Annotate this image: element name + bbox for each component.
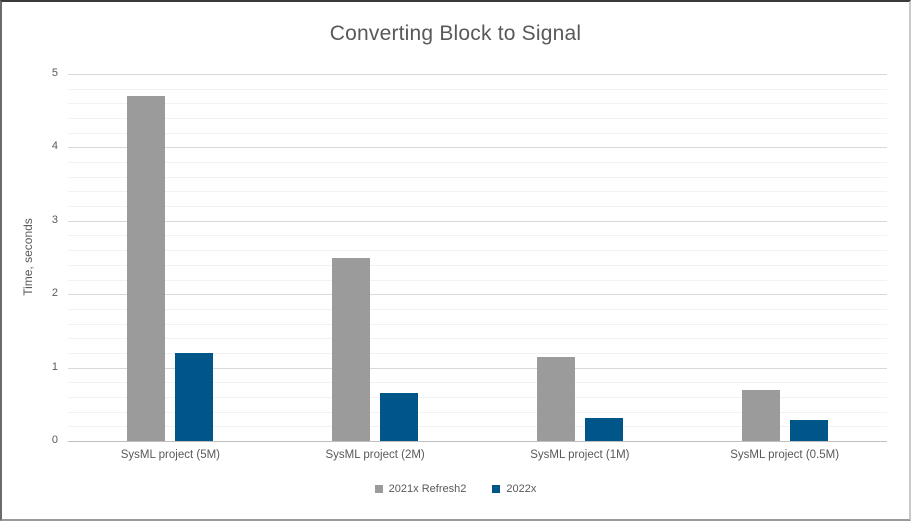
minor-gridline bbox=[68, 132, 887, 134]
y-axis-title: Time, seconds bbox=[21, 218, 35, 296]
chart-title: Converting Block to Signal bbox=[329, 22, 582, 45]
minor-gridline bbox=[68, 308, 887, 310]
legend: 2021x Refresh2 2022x bbox=[2, 483, 909, 495]
minor-gridline bbox=[68, 264, 887, 266]
bar-2022x bbox=[789, 420, 828, 441]
minor-gridline bbox=[68, 235, 887, 237]
legend-label: 2022x bbox=[506, 483, 537, 495]
y-tick-label: 5 bbox=[51, 67, 58, 79]
minor-gridline bbox=[68, 250, 887, 252]
legend-item: 2022x bbox=[492, 483, 536, 495]
minor-gridline bbox=[68, 176, 887, 178]
major-gridline bbox=[68, 367, 887, 369]
minor-gridline bbox=[68, 323, 887, 325]
minor-gridline bbox=[68, 191, 887, 193]
major-gridline bbox=[68, 74, 887, 75]
major-gridline bbox=[68, 294, 887, 296]
minor-gridline bbox=[68, 426, 887, 428]
legend-item: 2021x Refresh2 bbox=[374, 483, 467, 495]
minor-gridline bbox=[68, 382, 887, 384]
minor-gridline bbox=[68, 411, 887, 413]
minor-gridline bbox=[68, 118, 887, 120]
x-category-label: SysML project (0.5M) bbox=[730, 449, 840, 461]
x-category-label: SysML project (2M) bbox=[325, 449, 425, 461]
bar-2022x bbox=[380, 393, 419, 441]
x-category-label: SysML project (5M) bbox=[120, 449, 220, 461]
y-tick-label: 4 bbox=[51, 140, 58, 153]
minor-gridline bbox=[68, 103, 887, 105]
legend-label: 2021x Refresh2 bbox=[388, 483, 467, 495]
y-tick-label: 0 bbox=[51, 434, 58, 446]
bar-2021x-refresh2 bbox=[127, 96, 166, 441]
bar-2021x-refresh2 bbox=[536, 356, 575, 441]
minor-gridline bbox=[68, 352, 887, 354]
y-tick-label: 3 bbox=[51, 213, 58, 226]
x-axis-baseline bbox=[68, 441, 887, 442]
y-tick-label: 1 bbox=[51, 360, 58, 373]
minor-gridline bbox=[68, 338, 887, 340]
legend-marker-icon bbox=[492, 485, 501, 493]
y-tick-label: 2 bbox=[51, 287, 58, 300]
minor-gridline bbox=[68, 279, 887, 281]
bar-2022x bbox=[175, 352, 214, 441]
minor-gridline bbox=[68, 88, 887, 90]
bar-2021x-refresh2 bbox=[741, 389, 780, 441]
minor-gridline bbox=[68, 162, 887, 164]
bar-2022x bbox=[584, 417, 623, 441]
minor-gridline bbox=[68, 206, 887, 208]
legend-marker-icon bbox=[374, 485, 383, 493]
bar-2021x-refresh2 bbox=[332, 257, 371, 441]
minor-gridline bbox=[68, 396, 887, 398]
x-category-label: SysML project (1M) bbox=[530, 449, 630, 461]
major-gridline bbox=[68, 147, 887, 149]
major-gridline bbox=[68, 220, 887, 222]
